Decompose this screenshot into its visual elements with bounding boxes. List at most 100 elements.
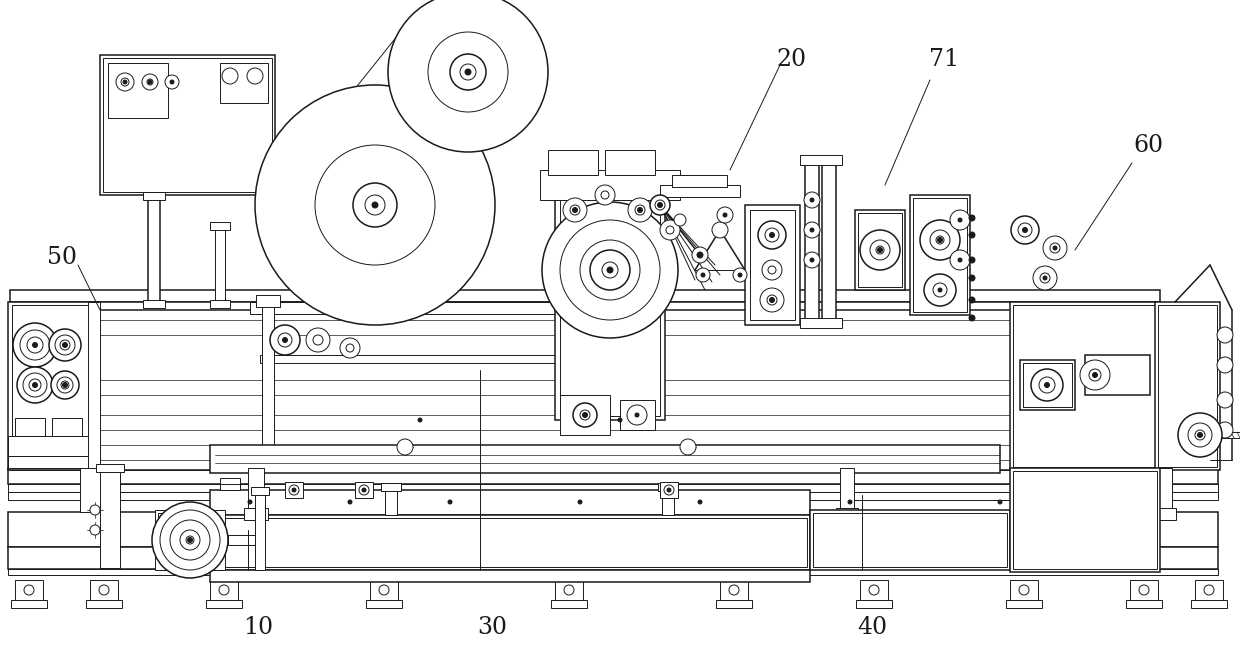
Circle shape — [62, 383, 67, 388]
Circle shape — [667, 488, 671, 492]
Bar — [219, 478, 241, 490]
Bar — [1190, 600, 1228, 608]
Bar — [285, 482, 303, 498]
Bar — [1158, 468, 1172, 512]
Circle shape — [637, 207, 642, 213]
Bar — [1011, 468, 1159, 572]
Bar — [206, 600, 242, 608]
Circle shape — [717, 207, 733, 223]
Bar — [813, 513, 1007, 567]
Text: 20: 20 — [777, 48, 807, 71]
Bar — [15, 418, 45, 436]
Circle shape — [353, 183, 397, 227]
Text: 30: 30 — [477, 617, 507, 640]
Circle shape — [920, 220, 960, 260]
Bar — [715, 600, 751, 608]
Circle shape — [663, 485, 675, 495]
Circle shape — [738, 273, 742, 277]
Circle shape — [143, 74, 157, 90]
Circle shape — [564, 585, 574, 595]
Circle shape — [289, 485, 299, 495]
Circle shape — [57, 377, 73, 393]
Bar — [1013, 305, 1157, 467]
Circle shape — [848, 500, 852, 504]
Circle shape — [32, 343, 37, 347]
Bar — [262, 302, 274, 470]
Circle shape — [62, 343, 67, 347]
Circle shape — [810, 258, 813, 262]
Circle shape — [312, 335, 322, 345]
Bar — [52, 418, 82, 436]
Bar — [86, 600, 122, 608]
Bar — [548, 150, 598, 175]
Circle shape — [1216, 392, 1233, 408]
Circle shape — [91, 525, 100, 535]
Circle shape — [148, 80, 153, 84]
Bar — [250, 302, 570, 314]
Circle shape — [968, 215, 975, 221]
Circle shape — [32, 383, 37, 388]
Bar — [861, 580, 888, 602]
Circle shape — [968, 297, 975, 303]
Circle shape — [27, 337, 43, 353]
Circle shape — [968, 257, 975, 263]
Bar — [1195, 580, 1223, 602]
Circle shape — [180, 530, 200, 550]
Bar — [91, 580, 118, 602]
Bar — [210, 445, 999, 473]
Bar — [12, 305, 95, 467]
Circle shape — [804, 192, 820, 208]
Circle shape — [608, 267, 613, 273]
Circle shape — [573, 207, 578, 213]
Bar — [7, 302, 98, 470]
Bar — [219, 63, 268, 103]
Bar — [210, 570, 810, 582]
Circle shape — [291, 488, 296, 492]
Circle shape — [248, 500, 252, 504]
Circle shape — [804, 222, 820, 238]
Circle shape — [768, 266, 776, 274]
Circle shape — [186, 536, 193, 544]
Circle shape — [1043, 236, 1066, 260]
Bar — [384, 487, 397, 515]
Circle shape — [153, 502, 228, 578]
Circle shape — [573, 403, 596, 427]
Text: 50: 50 — [47, 247, 77, 269]
Bar — [1023, 363, 1073, 407]
Circle shape — [601, 191, 609, 199]
Circle shape — [340, 338, 360, 358]
Circle shape — [968, 232, 975, 238]
Bar — [255, 490, 265, 570]
Circle shape — [24, 585, 33, 595]
Circle shape — [696, 268, 711, 282]
Bar — [556, 580, 583, 602]
Bar — [228, 535, 258, 545]
Bar — [620, 400, 655, 430]
Circle shape — [165, 75, 179, 89]
Circle shape — [160, 510, 219, 570]
Circle shape — [701, 273, 706, 277]
Bar — [1126, 600, 1162, 608]
Circle shape — [17, 367, 53, 403]
Circle shape — [365, 195, 384, 215]
Circle shape — [697, 252, 703, 258]
Circle shape — [448, 500, 453, 504]
Circle shape — [768, 295, 777, 305]
Bar — [539, 170, 680, 200]
Bar — [210, 490, 810, 515]
Circle shape — [937, 288, 942, 292]
Circle shape — [348, 500, 352, 504]
Bar — [822, 158, 836, 323]
Circle shape — [680, 439, 696, 455]
Circle shape — [465, 69, 471, 75]
Circle shape — [578, 500, 582, 504]
Circle shape — [950, 210, 970, 230]
Circle shape — [810, 198, 813, 202]
Bar — [1021, 360, 1075, 410]
Circle shape — [635, 205, 645, 215]
Circle shape — [372, 202, 378, 208]
Circle shape — [655, 200, 665, 210]
Circle shape — [698, 500, 702, 504]
Circle shape — [959, 258, 962, 262]
Circle shape — [1089, 369, 1101, 381]
